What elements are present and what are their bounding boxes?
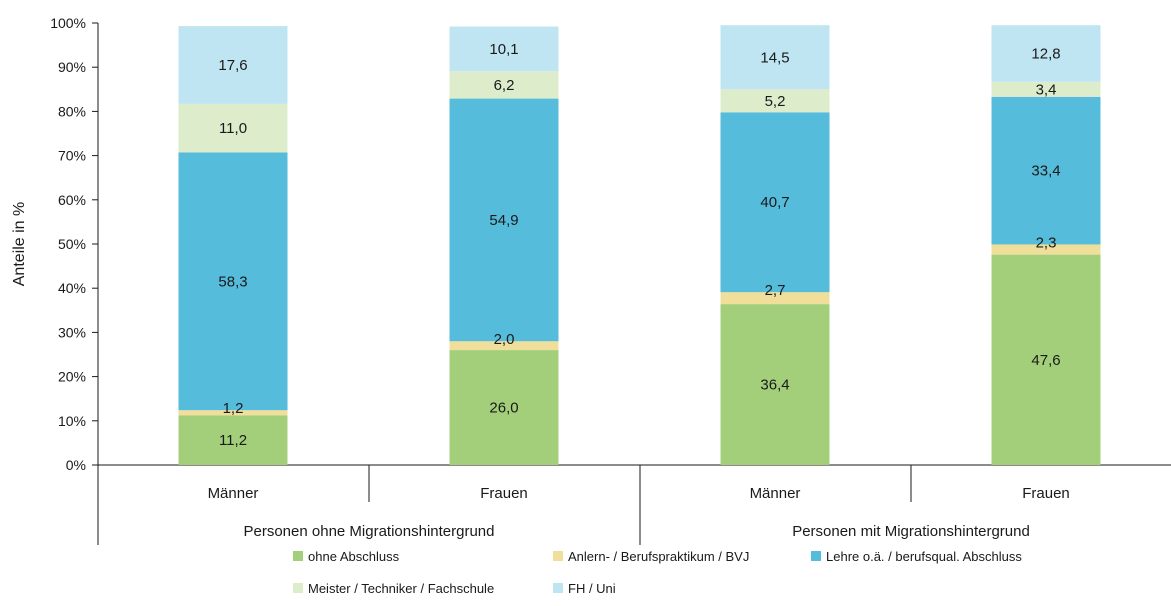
legend-swatch	[553, 551, 563, 561]
bars-layer	[178, 25, 1101, 465]
bar-segment	[178, 103, 288, 153]
bar-segment	[449, 350, 559, 465]
y-tick-label: 20%	[58, 369, 86, 385]
y-tick-label: 0%	[66, 457, 86, 473]
y-axis-title: Anteile in %	[11, 202, 28, 287]
data-label: 58,3	[218, 273, 247, 290]
x-category-label: Männer	[208, 485, 259, 502]
bar-segment	[991, 81, 1101, 97]
data-label: 2,3	[1036, 234, 1057, 251]
bar-segment	[991, 25, 1101, 82]
bar-segment	[178, 152, 288, 411]
data-label: 47,6	[1031, 352, 1060, 369]
legend-swatch	[293, 551, 303, 561]
labels-layer: 11,2 1,2 58,3 11,0 17,6 26,0 2,0 54,9 6,2 10,1 36,…	[218, 41, 1060, 449]
y-tick-label: 10%	[58, 413, 86, 429]
y-tick-label: 50%	[58, 236, 86, 252]
data-label: 3,4	[1036, 81, 1057, 98]
legend-label: FH / Uni	[568, 581, 616, 596]
legend-swatch	[553, 583, 563, 593]
bar-segment	[991, 244, 1101, 255]
x-category-label: Männer	[750, 485, 801, 502]
bar-segment	[449, 98, 559, 342]
bar-segment	[720, 112, 830, 293]
x-group-label: Personen mit Migrationshintergrund	[792, 523, 1030, 540]
bar-segment	[991, 96, 1101, 245]
data-label: 26,0	[489, 400, 518, 417]
bar-segment	[449, 341, 559, 351]
bar-segment	[720, 89, 830, 113]
data-label: 1,2	[223, 400, 244, 417]
legend-label: Anlern- / Berufspraktikum / BVJ	[568, 549, 749, 564]
x-category-label: Frauen	[1022, 485, 1070, 502]
data-label: 10,1	[489, 41, 518, 58]
data-label: 36,4	[760, 377, 789, 394]
bar-segment	[449, 26, 559, 72]
bar-segment	[991, 254, 1101, 465]
data-label: 40,7	[760, 194, 789, 211]
data-label: 5,2	[765, 93, 786, 110]
bar-segment	[178, 410, 288, 416]
data-label: 14,5	[760, 49, 789, 66]
legend-label: Lehre o.ä. / berufsqual. Abschluss	[826, 549, 1022, 564]
data-label: 6,2	[494, 77, 515, 94]
data-label: 12,8	[1031, 45, 1060, 62]
bar-segment	[449, 71, 559, 99]
x-group-label: Personen ohne Migrationshintergrund	[244, 523, 495, 540]
y-tick-label: 100%	[50, 15, 86, 31]
data-label: 2,7	[765, 282, 786, 299]
y-tick-label: 60%	[58, 192, 86, 208]
bar-segment	[720, 304, 830, 465]
data-label: 2,0	[494, 331, 515, 348]
bar-segment	[178, 415, 288, 465]
data-label: 11,0	[219, 120, 247, 137]
data-label: 33,4	[1031, 163, 1060, 180]
y-tick-label: 40%	[58, 280, 86, 296]
y-tick-label: 80%	[58, 103, 86, 119]
y-tick-label: 70%	[58, 148, 86, 164]
data-label: 11,2	[219, 432, 247, 449]
legend-label: Meister / Techniker / Fachschule	[308, 581, 494, 596]
y-tick-label: 90%	[58, 59, 86, 75]
x-category-label: Frauen	[480, 485, 528, 502]
legend-swatch	[811, 551, 821, 561]
legend-label: ohne Abschluss	[308, 549, 400, 564]
y-tick-label: 30%	[58, 324, 86, 340]
bar-segment	[178, 26, 288, 104]
legend-swatch	[293, 583, 303, 593]
data-label: 54,9	[489, 212, 518, 229]
bar-segment	[720, 25, 830, 90]
bar-segment	[720, 292, 830, 305]
data-label: 17,6	[218, 57, 247, 74]
legend: ohne Abschluss Anlern- / Berufspraktikum …	[293, 549, 1022, 596]
